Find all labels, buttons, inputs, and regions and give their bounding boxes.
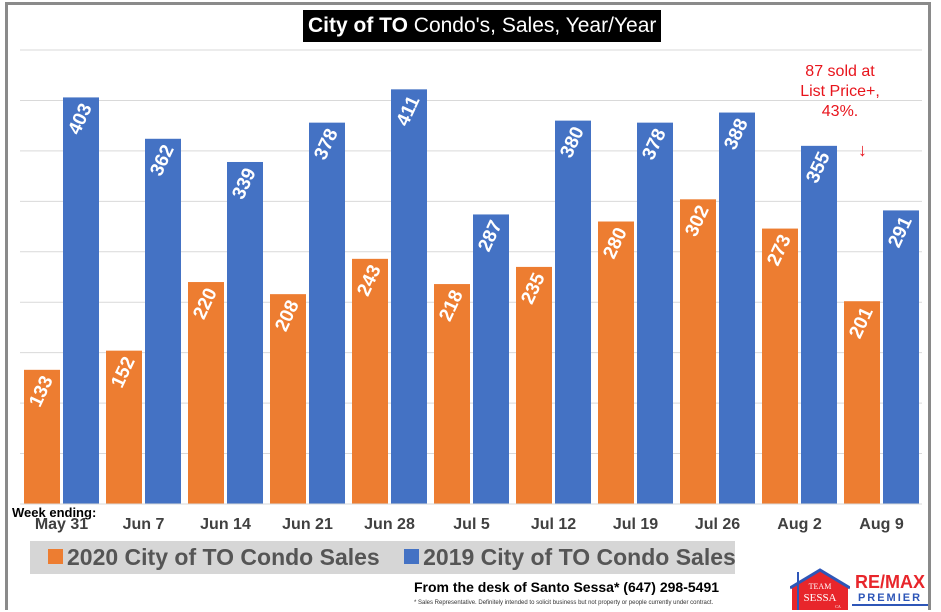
annotation-line: 43%. <box>821 103 859 120</box>
x-tick-label: Jul 26 <box>694 516 741 533</box>
bar-2020 <box>844 301 880 504</box>
bar-2020 <box>106 350 142 504</box>
team-sessa-logo: TEAM SESSA CA <box>790 568 850 610</box>
x-tick-label: Jun 14 <box>200 516 251 533</box>
bar-2019 <box>637 122 673 504</box>
bar-2020 <box>24 369 60 504</box>
title-bold: City of TO <box>308 14 408 37</box>
legend-swatch-2019 <box>404 549 420 565</box>
bar-2019 <box>227 161 263 504</box>
legend-label-2019: 2019 City of TO Condo Sales <box>423 544 736 570</box>
title-rest: Condo's, Sales, Year/Year <box>407 14 657 37</box>
annotation-line: 87 sold at <box>805 63 875 80</box>
annotation-text: 87 sold at List Price+, 43%. <box>795 62 885 122</box>
bar-2020 <box>434 284 470 504</box>
x-tick-label: Jul 5 <box>453 516 490 533</box>
footer-disclaimer: * Sales Representative. Definitely inten… <box>414 600 714 606</box>
legend: 2020 City of TO Condo Sales 2019 City of… <box>30 541 736 574</box>
bar-2019 <box>801 145 837 504</box>
bar-2020 <box>270 294 306 504</box>
bar-2020 <box>680 199 716 504</box>
bar-2020 <box>762 228 798 504</box>
bar-2020 <box>188 282 224 504</box>
remax-premier-logo: RE/MAX PREMIER <box>852 572 928 606</box>
bar-2019 <box>391 89 427 504</box>
logo-sessa-text: SESSA <box>803 592 836 604</box>
x-tick-label: Jun 28 <box>364 516 415 533</box>
bar-2019 <box>145 138 181 504</box>
x-tick-label: Aug 9 <box>859 516 904 533</box>
bar-2019 <box>719 112 755 504</box>
bar-2020 <box>516 266 552 504</box>
legend-swatch-2020 <box>48 549 63 565</box>
x-tick-label: Jun 21 <box>282 516 333 533</box>
logo-ca-text: CA <box>835 604 841 609</box>
footer-contact: From the desk of Santo Sessa* (647) 298-… <box>414 579 720 595</box>
legend-label-2020: 2020 City of TO Condo Sales <box>67 544 380 570</box>
logo-team-text: TEAM <box>809 582 832 591</box>
bar-2019 <box>63 97 99 504</box>
bar-2020 <box>598 221 634 504</box>
chart-title: City of TO Condo's, Sales, Year/Year <box>303 10 662 42</box>
x-tick-label: May 31 <box>34 516 89 533</box>
bar-2019 <box>309 122 345 504</box>
bar-2019 <box>555 120 591 504</box>
down-arrow-icon: ↓ <box>858 140 867 160</box>
x-tick-label: Jul 19 <box>612 516 659 533</box>
x-axis-label: Week ending: <box>12 505 97 520</box>
logo-premier-text: PREMIER <box>858 592 922 604</box>
x-tick-label: Jun 7 <box>122 516 165 533</box>
annotation-line: List Price+, <box>800 83 880 100</box>
bar-2019 <box>883 210 919 504</box>
x-tick-label: Aug 2 <box>777 516 822 533</box>
chart-frame <box>5 2 931 610</box>
bar-2019 <box>473 214 509 504</box>
logo-remax-text: RE/MAX <box>855 572 925 592</box>
x-tick-label: Jul 12 <box>530 516 577 533</box>
bar-2020 <box>352 258 388 504</box>
